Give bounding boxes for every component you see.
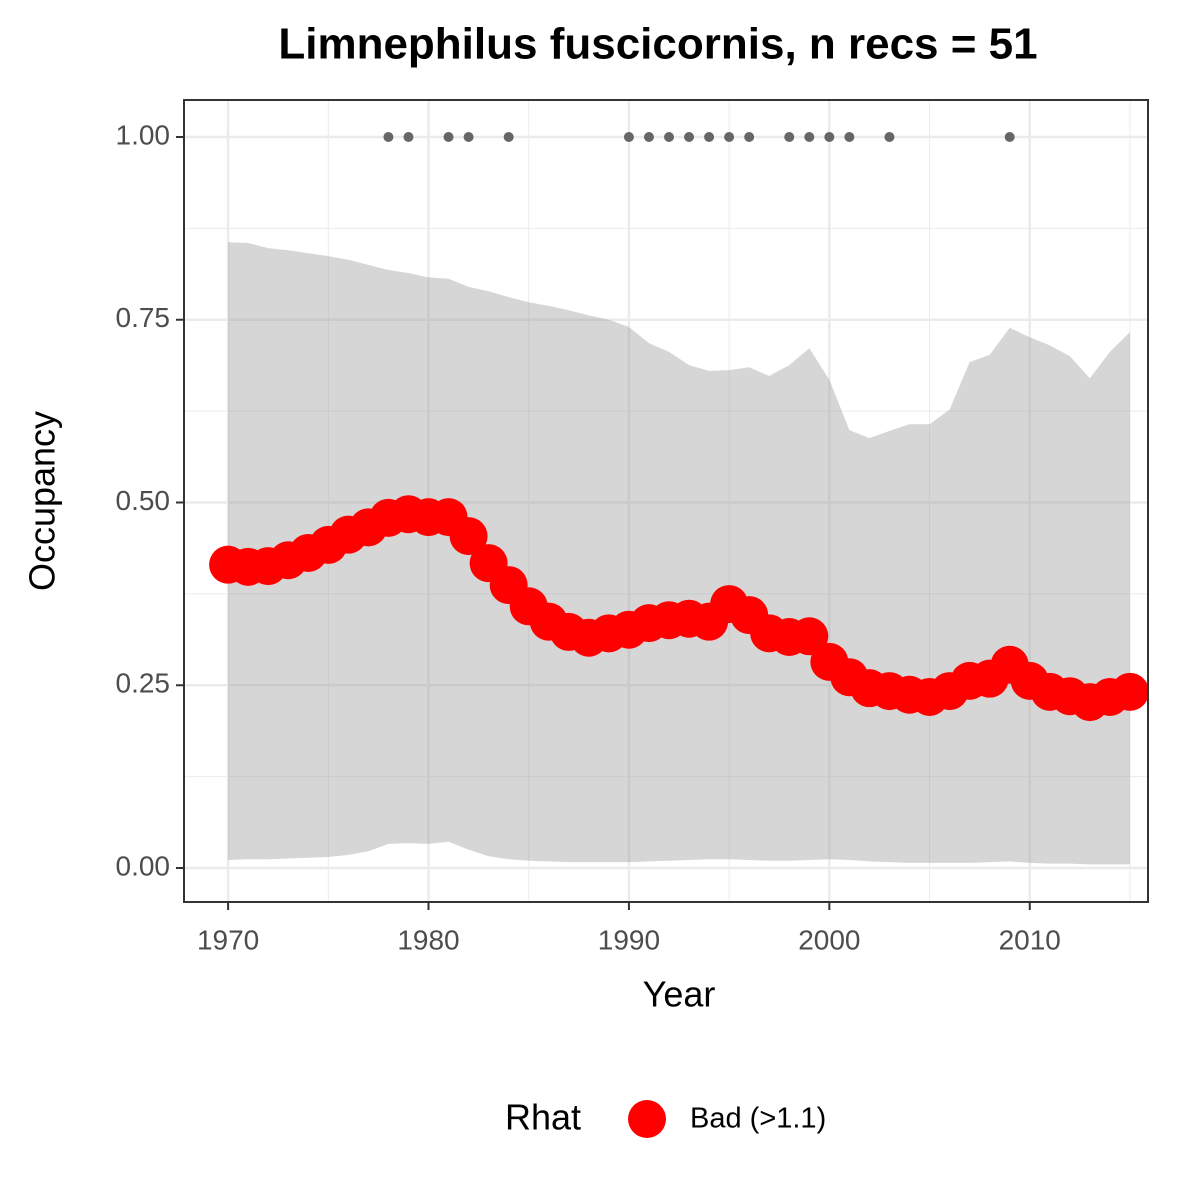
record-point [704,131,715,142]
record-point [824,131,835,142]
confidence-ribbon [228,242,1130,865]
x-axis-title: Year [643,974,716,1015]
record-point [403,131,414,142]
record-point [784,131,795,142]
x-tick-label: 1970 [197,924,259,955]
record-point [463,131,474,142]
y-tick-label: 0.25 [116,668,171,699]
y-tick-label: 1.00 [116,119,171,150]
record-point [884,131,895,142]
y-axis-title: Occupancy [22,411,63,591]
record-point [1004,131,1015,142]
y-tick-label: 0.75 [116,302,171,333]
panel-border [183,99,1149,903]
record-point [804,131,815,142]
x-tick-label: 2010 [999,924,1061,955]
record-point [623,131,634,142]
x-tick-label: 1980 [397,924,459,955]
record-point [383,131,394,142]
record-point [643,131,654,142]
record-point [443,131,454,142]
x-tick-label: 2000 [798,924,860,955]
chart-title: Limnephilus fuscicornis, n recs = 51 [278,20,1037,69]
legend-label: Bad (>1.1) [690,1103,826,1135]
record-point [503,131,514,142]
legend-key [628,1100,666,1138]
occupancy-point [790,617,829,656]
x-tick-label: 1990 [598,924,660,955]
record-point [744,131,755,142]
occupancy-point [449,517,488,556]
y-tick-label: 0.00 [116,850,171,881]
y-tick-label: 0.50 [116,485,171,516]
legend-title: Rhat [505,1097,581,1138]
record-point [664,131,675,142]
record-point [844,131,855,142]
record-point [684,131,695,142]
occupancy-point [1110,672,1149,711]
record-point [724,131,735,142]
